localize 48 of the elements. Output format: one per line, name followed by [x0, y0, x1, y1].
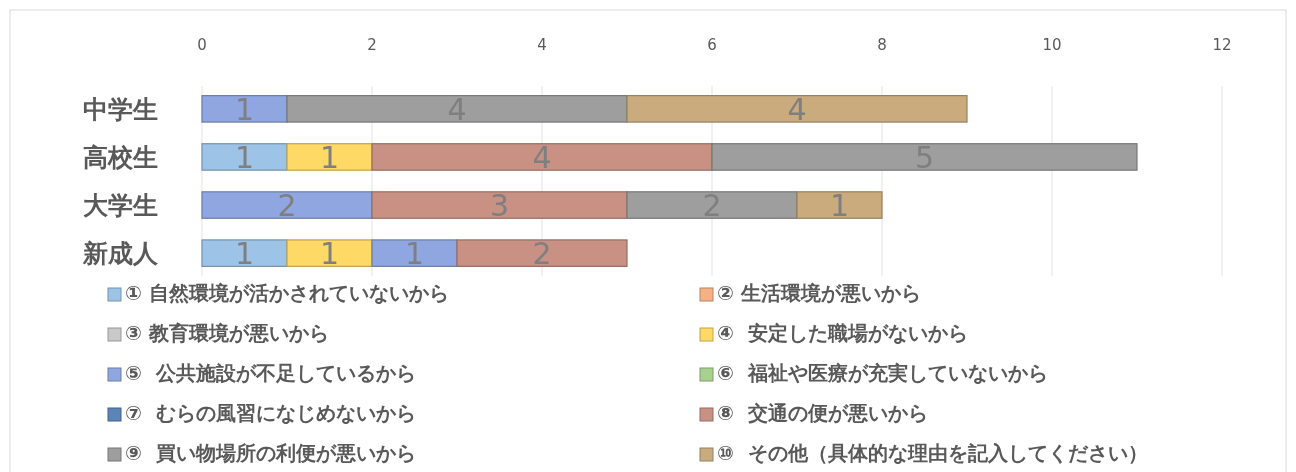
- x-tick-label: 4: [537, 36, 547, 54]
- legend-label: ⑦ むらの風習になじめないから: [125, 401, 416, 425]
- bar: [201, 95, 288, 123]
- bar: [626, 95, 968, 123]
- legend-label: ⑩ その他（具体的な理由を記入してください）: [717, 441, 1148, 465]
- bar: [711, 143, 1138, 171]
- x-tick-label: 6: [707, 36, 717, 54]
- y-tick-label: 新成人: [82, 239, 159, 269]
- data-label: 1: [404, 236, 425, 272]
- bar: [201, 191, 373, 219]
- bar: [371, 239, 458, 267]
- legend-label: ① 自然環境が活かされていないから: [125, 281, 449, 305]
- data-label: 1: [319, 236, 340, 272]
- y-tick-label: 中学生: [83, 94, 158, 124]
- bar: [201, 143, 288, 171]
- data-label: 1: [319, 139, 340, 175]
- bar: [286, 95, 628, 123]
- x-tick-label: 0: [197, 36, 207, 54]
- bar: [371, 143, 713, 171]
- legend-label: ⑥ 福祉や医療が充実していないから: [717, 361, 1048, 385]
- x-tick-label: 10: [1042, 36, 1062, 54]
- bar: [371, 191, 628, 219]
- x-tick-label: 12: [1212, 36, 1232, 54]
- data-label: 4: [787, 91, 807, 127]
- data-label: 3: [489, 188, 510, 224]
- bar: [456, 239, 628, 267]
- bar: [626, 191, 798, 219]
- legend-label: ④ 安定した職場がないから: [717, 321, 968, 345]
- legend-label: ⑨ 買い物場所の利便が悪いから: [125, 441, 416, 465]
- bar: [286, 143, 373, 171]
- y-tick-label: 高校生: [83, 142, 158, 172]
- data-label: 1: [234, 139, 255, 175]
- legend-label: ⑤ 公共施設が不足しているから: [125, 361, 416, 385]
- x-tick-label: 2: [367, 36, 377, 54]
- x-tick-label: 8: [877, 36, 887, 54]
- legend-label: ② 生活環境が悪いから: [717, 281, 921, 305]
- data-label: 1: [234, 91, 255, 127]
- legend-label: ③ 教育環境が悪いから: [125, 321, 329, 345]
- data-label: 2: [532, 236, 552, 272]
- bar: [796, 191, 883, 219]
- y-tick-label: 大学生: [83, 191, 158, 221]
- data-label: 2: [277, 188, 297, 224]
- legend-label: ⑧ 交通の便が悪いから: [717, 401, 928, 425]
- data-label: 1: [234, 236, 255, 272]
- bar: [286, 239, 373, 267]
- data-label: 1: [829, 188, 850, 224]
- data-label: 4: [532, 139, 552, 175]
- bar: [201, 239, 288, 267]
